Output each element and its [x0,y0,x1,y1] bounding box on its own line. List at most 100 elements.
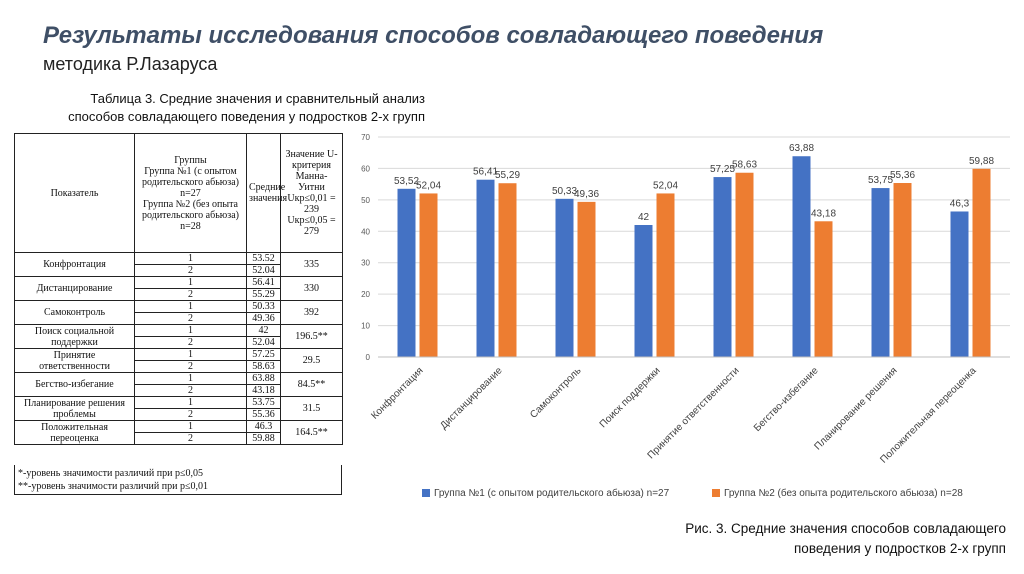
bar-series-1 [397,188,416,357]
row-group-1: 1 [134,372,247,385]
legend-label-1: Группа №1 (с опытом родительского абьюза… [434,487,670,499]
row-mean-1: 42 [246,324,281,337]
table-row: Поиск социальной поддержки 1 42 196.5** [14,324,343,349]
y-tick-label: 70 [361,133,370,142]
x-category-label: Поиск поддержки [598,365,663,430]
row-u-value: 84.5** [280,372,343,397]
row-indicator-name: Дистанцирование [14,276,135,301]
row-group-2: 2 [134,432,247,445]
bar-series-2 [419,193,438,357]
bar-data-label: 43,18 [811,208,836,219]
bar-series-2 [972,168,991,357]
row-indicator-name: Конфронтация [14,252,135,277]
legend-swatch-2 [712,489,720,497]
bar-data-label: 52,04 [416,180,441,191]
table-row: Бегство-избегание 1 63.88 84.5** [14,372,343,397]
bar-series-2 [814,221,833,357]
table-row: 2 55.29 [15,288,343,301]
bar-data-label: 63,88 [789,143,814,154]
x-category-label: Дистанцирование [438,365,505,432]
table-caption-line1: Таблица 3. Средние значения и сравнитель… [90,91,425,106]
bar-data-label: 42 [638,212,650,223]
row-indicator-name: Бегство-избегание [14,372,135,397]
y-tick-label: 60 [361,164,370,173]
page-subtitle: методика Р.Лазаруса [43,54,218,74]
row-mean-2: 58.63 [246,360,281,373]
table-row: Конфронтация 1 53.52 335 [14,252,343,277]
row-u-value: 392 [280,300,343,325]
row-u-value: 335 [280,252,343,277]
bar-data-label: 50,33 [552,186,577,197]
row-mean-2: 55.29 [246,288,281,301]
bar-data-label: 57,25 [710,164,735,175]
row-mean-2: 49.36 [246,312,281,325]
bar-chart: 01020304050607053,5252,04Конфронтация56,… [361,133,1010,499]
table-row: 2 59.88 [15,432,343,445]
y-tick-label: 30 [361,259,370,268]
footnote-2: **-уровень значимости различий при р≤0,0… [18,481,208,492]
row-mean-1: 53.52 [246,252,281,265]
table-row: Положительная переоценка 1 46.3 164.5** [14,420,343,445]
header-u-criterion: Значение U-критерия Манна-Уитни Uкр≤0,01… [280,133,343,253]
table-row: Принятие ответственности 1 57.25 29.5 [14,348,343,373]
y-tick-label: 50 [361,196,370,205]
y-tick-label: 10 [361,322,370,331]
row-mean-2: 52.04 [246,336,281,349]
row-indicator-name: Поиск социальной поддержки [14,324,135,349]
row-group-1: 1 [134,324,247,337]
row-u-value: 29.5 [280,348,343,373]
row-group-1: 1 [134,252,247,265]
footnote-1: *-уровень значимости различий при р≤0,05 [18,468,203,479]
row-mean-1: 57.25 [246,348,281,361]
table-row: 2 43.18 [15,384,343,397]
row-group-1: 1 [134,276,247,289]
row-group-1: 1 [134,396,247,409]
bar-series-2 [498,183,517,357]
bar-series-1 [634,225,653,357]
row-group-2: 2 [134,288,247,301]
y-tick-label: 0 [366,353,371,362]
table-row: Самоконтроль 1 50.33 392 [14,300,343,325]
bar-series-1 [713,177,732,357]
figure-caption: Рис. 3. Средние значения способов совлад… [566,519,1006,559]
row-group-1: 1 [134,348,247,361]
row-group-2: 2 [134,336,247,349]
y-tick-label: 20 [361,290,370,299]
row-group-1: 1 [134,300,247,313]
table-header-row: Показатель Группы Группа №1 (с опытом ро… [14,133,343,253]
x-category-label: Планирование решения [812,365,899,452]
bar-data-label: 59,88 [969,156,994,167]
bar-data-label: 58,63 [732,160,757,171]
bar-data-label: 55,29 [495,170,520,181]
row-indicator-name: Принятие ответственности [14,348,135,373]
table-row: 2 58.63 [15,360,343,373]
x-category-label: Положительная переоценка [878,365,979,466]
figure-caption-line1: Рис. 3. Средние значения способов совлад… [685,521,1006,536]
figure-caption-line2: поведения у подростков 2-х групп [794,541,1006,556]
legend-label-2: Группа №2 (без опыта родительского абьюз… [724,487,963,499]
row-group-2: 2 [134,408,247,421]
row-group-2: 2 [134,360,247,373]
bar-series-2 [893,183,912,357]
bar-data-label: 49,36 [574,189,599,200]
bar-data-label: 56,41 [473,167,498,178]
bar-series-2 [735,172,754,357]
row-mean-1: 50.33 [246,300,281,313]
row-mean-2: 43.18 [246,384,281,397]
bar-data-label: 53,52 [394,176,419,187]
bar-data-label: 46,3 [950,198,970,209]
header-groups: Группы Группа №1 (с опытом родительского… [134,133,247,253]
legend-swatch-1 [422,489,430,497]
row-group-2: 2 [134,264,247,277]
table-row: Планирование решения проблемы 1 53.75 31.5 [14,396,343,421]
table-footnotes: *-уровень значимости различий при р≤0,05… [14,465,342,495]
x-category-label: Бегство-избегание [751,364,821,434]
bar-series-1 [476,179,495,357]
row-u-value: 196.5** [280,324,343,349]
row-u-value: 164.5** [280,420,343,445]
x-category-label: Самоконтроль [528,365,583,420]
header-mean: Средние значения [246,133,287,253]
row-mean-1: 56.41 [246,276,281,289]
row-mean-1: 53.75 [246,396,281,409]
x-category-label: Принятие ответственности [646,365,742,461]
